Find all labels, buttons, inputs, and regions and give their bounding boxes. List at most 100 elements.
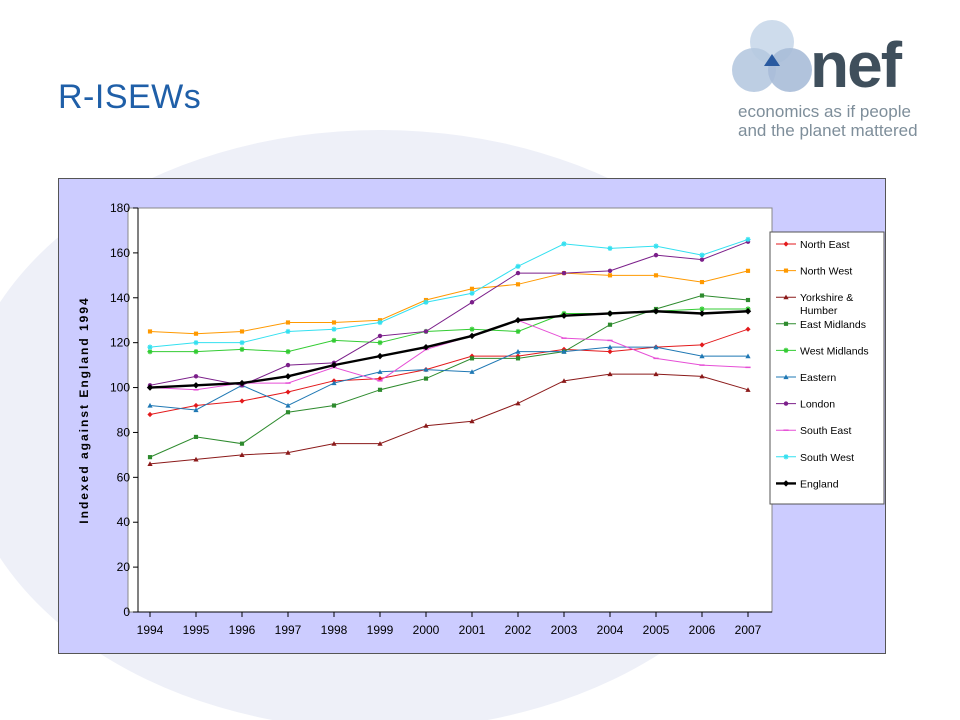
legend-marker (783, 454, 789, 460)
x-tick-label: 2002 (505, 623, 532, 637)
data-point (515, 263, 521, 269)
logo-wordmark: nef (810, 29, 902, 101)
x-tick-label: 1999 (367, 623, 394, 637)
legend-entry: England (776, 478, 839, 490)
legend-entry: West Midlands (776, 345, 869, 357)
data-point (653, 371, 659, 377)
data-point (146, 384, 154, 391)
data-point (239, 452, 245, 457)
data-point (607, 268, 613, 274)
data-point (469, 369, 475, 374)
legend-marker (783, 401, 789, 406)
data-point (514, 317, 522, 324)
data-point (469, 356, 475, 361)
legend-entry: North East (776, 239, 850, 251)
data-point (239, 346, 245, 352)
legend-entry: London (776, 399, 835, 411)
legend-label: England (800, 478, 839, 490)
legend-label: North West (800, 266, 852, 278)
data-point (422, 343, 430, 351)
legend-entry: Eastern (776, 372, 836, 384)
series-line (149, 373, 749, 465)
legend-entry: East Midlands (776, 319, 866, 331)
data-point (193, 349, 199, 355)
data-point (653, 243, 659, 249)
x-tick-label: 2000 (413, 623, 440, 637)
data-point (607, 273, 613, 278)
x-tick-label: 1994 (137, 623, 164, 637)
data-point (285, 349, 291, 355)
data-point (653, 252, 659, 258)
data-point (331, 337, 337, 344)
data-point (469, 418, 475, 424)
series-line (149, 328, 749, 415)
data-point (561, 378, 567, 383)
data-point (699, 257, 705, 262)
legend-entry: North West (776, 266, 852, 278)
data-point (377, 387, 383, 392)
plot-area (127, 207, 773, 613)
data-point (331, 441, 337, 446)
data-point (331, 320, 337, 325)
data-point (147, 329, 153, 334)
data-point (515, 328, 521, 335)
data-point (515, 270, 521, 276)
x-tick-label: 1995 (183, 623, 210, 637)
data-point (423, 367, 429, 372)
data-point (193, 456, 199, 462)
nef-logo-icon (732, 20, 812, 92)
data-point (377, 369, 383, 374)
data-point (745, 326, 751, 332)
legend-marker (783, 321, 789, 326)
x-tick-label: 2006 (689, 623, 716, 637)
y-tick-label: 0 (123, 605, 130, 619)
line-chart: 0 20 40 60 80 100 120 140 160 180 1994 1995 1996 1997… (77, 201, 885, 637)
data-point (239, 340, 245, 346)
legend-label: West Midlands (800, 345, 869, 357)
legend-marker (783, 241, 789, 247)
data-point (147, 411, 153, 418)
data-point (745, 236, 751, 243)
data-point (515, 349, 521, 354)
data-point (515, 282, 521, 287)
data-point (377, 340, 383, 346)
data-point (239, 329, 245, 334)
data-point (193, 434, 199, 440)
series-line (149, 270, 749, 335)
legend-label: London (800, 399, 835, 411)
legend-marker (783, 347, 789, 353)
data-point (423, 376, 429, 381)
legend-label-cont: Humber (800, 305, 838, 317)
data-point (193, 374, 199, 379)
data-point (192, 382, 200, 389)
data-point (423, 329, 429, 334)
legend-marker (783, 268, 789, 273)
data-point (377, 441, 383, 446)
data-point (653, 273, 659, 278)
data-point (469, 300, 475, 305)
data-point (285, 402, 291, 408)
series-8 (147, 236, 751, 350)
data-point (699, 252, 705, 258)
data-point (377, 333, 383, 339)
data-point (193, 407, 199, 413)
data-point (239, 441, 245, 446)
y-tick-label: 60 (117, 470, 131, 484)
data-point (469, 290, 475, 296)
data-point (469, 326, 475, 332)
data-point (423, 299, 429, 305)
data-point (744, 308, 752, 315)
legend-label: Yorkshire & (800, 292, 853, 304)
data-point (745, 297, 751, 303)
legend-label: Eastern (800, 372, 836, 384)
legend-label: North East (800, 239, 850, 251)
data-point (193, 331, 199, 336)
x-tick-label: 2001 (459, 623, 486, 637)
data-point (699, 373, 705, 379)
legend-entry: Yorkshire &Humber (776, 292, 853, 317)
data-point (285, 328, 291, 335)
data-point (745, 353, 751, 359)
legend-entry: South West (776, 452, 854, 464)
data-point (698, 310, 706, 317)
data-point (561, 349, 567, 354)
